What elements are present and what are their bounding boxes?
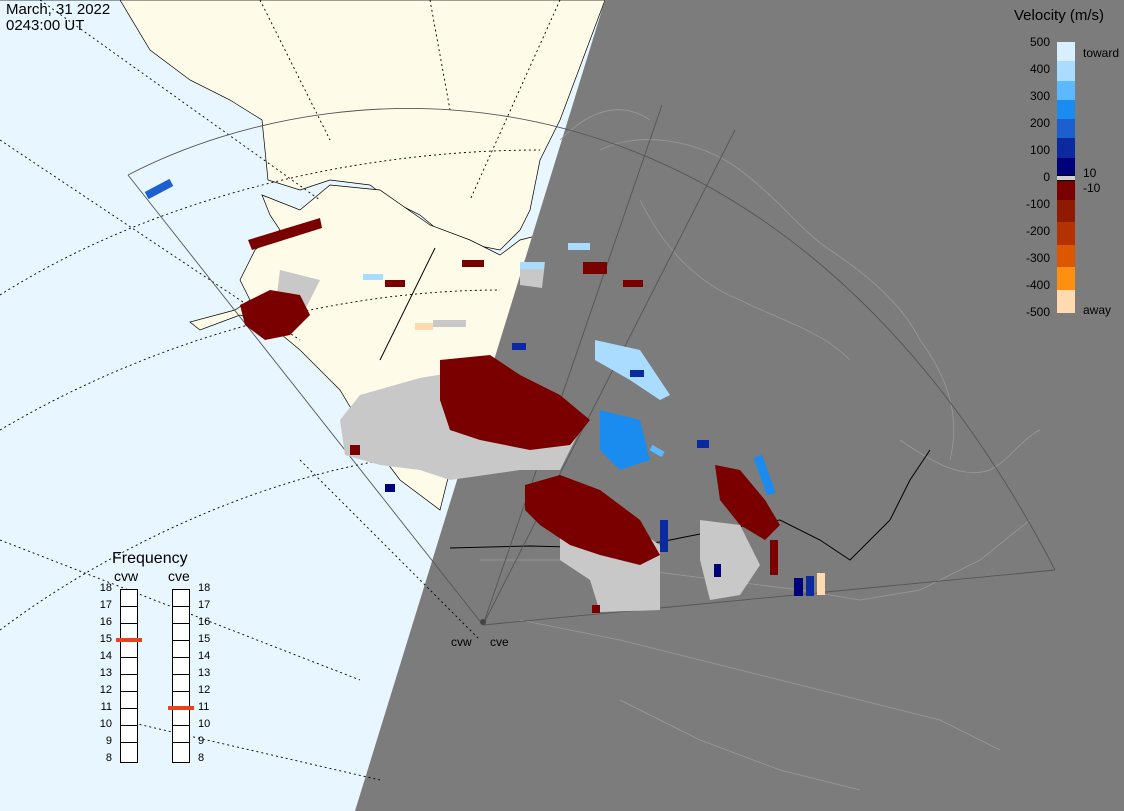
colorbar-segment — [1057, 138, 1075, 159]
frequency-radar-label-0: cvw — [114, 568, 139, 584]
frequency-level-label: 8 — [105, 752, 112, 764]
frequency-gridline — [120, 691, 138, 692]
frequency-level-label: 18 — [99, 582, 112, 594]
frequency-level-label: 12 — [99, 684, 112, 696]
frequency-level-label: 9 — [105, 735, 112, 747]
colorbar-segment — [1057, 199, 1075, 223]
frequency-level-label: 18 — [198, 582, 211, 594]
frequency-column-cve — [172, 589, 190, 763]
colorbar-segment — [1057, 61, 1075, 82]
colorbar-segment — [1057, 119, 1075, 139]
frequency-level-label: 16 — [198, 616, 211, 628]
station-label-cvw: cvw — [451, 635, 472, 649]
frequency-level-label: 12 — [198, 684, 211, 696]
radar-site-marker — [480, 619, 486, 625]
negative-threshold-label: -10 — [1083, 181, 1101, 195]
frequency-level-label: 13 — [99, 667, 112, 679]
frequency-level-label: 8 — [198, 752, 205, 764]
colorbar-segment — [1057, 267, 1075, 290]
frequency-level-label: 16 — [99, 616, 112, 628]
frequency-gridline — [172, 640, 190, 641]
frequency-level-label: 14 — [99, 650, 112, 662]
frequency-level-label: 10 — [99, 718, 112, 730]
frequency-level-label: 11 — [198, 701, 210, 713]
radar-fov — [127, 104, 1056, 626]
frequency-gridline — [172, 674, 190, 675]
frequency-level-label: 14 — [198, 650, 211, 662]
toward-label: toward — [1083, 46, 1120, 60]
velocity-colorbar — [1057, 42, 1075, 313]
velocity-tick: -500 — [1025, 305, 1050, 319]
colorbar-segment — [1057, 157, 1075, 178]
frequency-level-label: 17 — [198, 599, 211, 611]
frequency-marker-cvw — [116, 638, 142, 642]
frequency-level-label: 15 — [198, 633, 211, 645]
frequency-gridline — [172, 606, 190, 607]
frequency-marker-cve — [168, 706, 194, 710]
velocity-tick: 0 — [1043, 170, 1050, 184]
night-shade — [355, 0, 1124, 811]
frequency-gridline — [120, 742, 138, 743]
frequency-column-cvw — [120, 589, 138, 763]
frequency-gridline — [172, 657, 190, 658]
away-velocity-cells — [240, 218, 780, 613]
frequency-level-label: 15 — [99, 633, 112, 645]
colorbar-segment — [1057, 42, 1075, 62]
frequency-gridline — [120, 725, 138, 726]
frequency-gridline — [172, 623, 190, 624]
velocity-scale-title: Velocity (m/s) — [1014, 7, 1105, 24]
toward-velocity-cells — [144, 178, 814, 596]
frequency-level-label: 17 — [99, 599, 112, 611]
colorbar-zero-band — [1057, 175, 1075, 181]
colorbar-segment — [1057, 222, 1075, 245]
graticule — [0, 0, 561, 781]
low-velocity-cells — [415, 320, 825, 595]
frequency-level-label: 9 — [198, 735, 205, 747]
date-label: March, 31 2022 — [6, 1, 111, 18]
frequency-gridline — [120, 657, 138, 658]
border-alaska — [379, 247, 436, 361]
velocity-tick: 500 — [1029, 35, 1050, 49]
velocity-tick: -300 — [1025, 251, 1050, 265]
colorbar-segment — [1057, 289, 1075, 313]
velocity-tick: 100 — [1029, 143, 1050, 157]
colorbar-segment — [1057, 177, 1075, 200]
colorbar-segment — [1057, 80, 1075, 101]
positive-threshold-label: 10 — [1083, 166, 1097, 180]
frequency-level-label: 13 — [198, 667, 211, 679]
frequency-gridline — [120, 674, 138, 675]
frequency-level-label: 10 — [198, 718, 211, 730]
velocity-tick: 200 — [1029, 116, 1050, 130]
frequency-gridline — [120, 623, 138, 624]
velocity-tick: 400 — [1029, 62, 1050, 76]
frequency-gridline — [120, 708, 138, 709]
frequency-gridline — [120, 606, 138, 607]
station-label-cve: cve — [490, 635, 509, 649]
velocity-tick: 300 — [1029, 89, 1050, 103]
frequency-title: Frequency — [112, 550, 188, 567]
velocity-tick: -400 — [1025, 278, 1050, 292]
frequency-level-label: 11 — [100, 701, 112, 713]
colorbar-segment — [1057, 244, 1075, 268]
frequency-gridline — [172, 725, 190, 726]
velocity-tick: -100 — [1025, 197, 1050, 211]
frequency-gridline — [172, 691, 190, 692]
colorbar-segment — [1057, 99, 1075, 120]
velocity-tick: -200 — [1025, 224, 1050, 238]
time-label: 0243:00 UT — [6, 17, 85, 34]
frequency-gridline — [172, 742, 190, 743]
frequency-radar-label-1: cve — [168, 568, 190, 584]
away-label: away — [1083, 303, 1112, 317]
